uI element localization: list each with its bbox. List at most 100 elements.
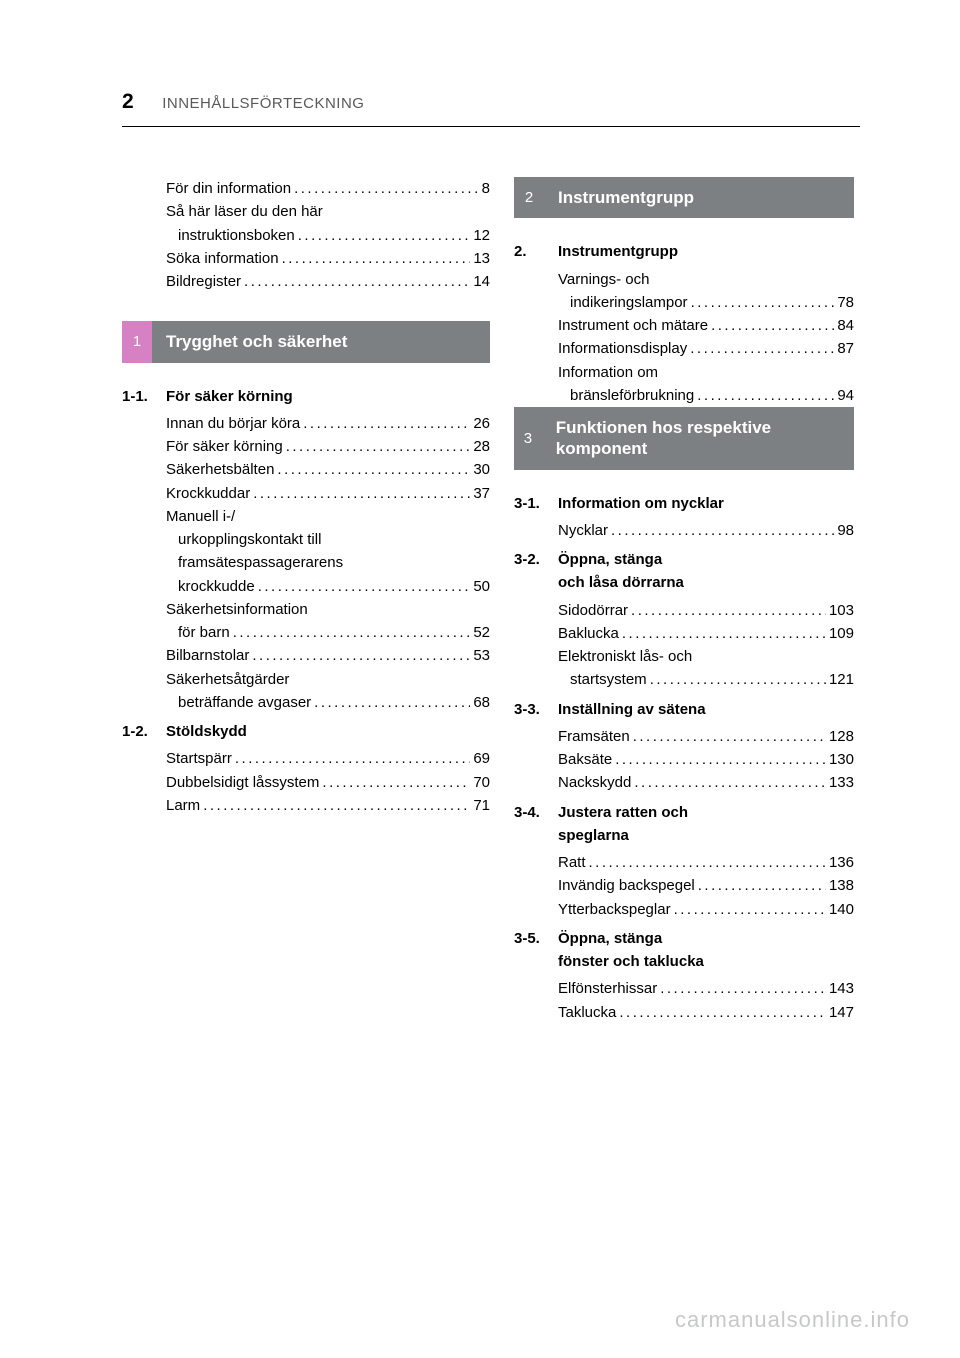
toc-label: Nycklar [558,519,608,542]
front-matter: För din information 8Så här läser du den… [122,177,490,293]
toc-page: 138 [829,874,854,897]
toc-entry: För säker körning 28 [166,435,490,458]
toc-page: 147 [829,1001,854,1024]
toc-entry: indikeringslampor 78 [570,291,854,314]
toc-page: 52 [473,621,490,644]
section-items: Startspärr 69Dubbelsidigt låssystem 70La… [122,747,490,817]
section-number: 3-5. [514,927,558,950]
section-number: 3-1. [514,492,558,515]
leader-dots [660,977,826,1000]
leader-dots [303,412,470,435]
section-number: 3-2. [514,548,558,571]
chapter-title: Funktionen hos respektive komponent [542,407,854,470]
chapter-2-container: 2Instrumentgrupp2.InstrumentgruppVarning… [514,177,854,407]
toc-entry: Manuell i-/urkopplingskontakt tillframsä… [166,505,490,598]
leader-dots [698,874,826,897]
section-heading: 1-1.För säker körning [122,385,490,408]
toc-entry: Så här läser du den härinstruktionsboken… [166,200,490,247]
toc-page: 68 [473,691,490,714]
toc-label: Ratt [558,851,586,874]
toc-entry: Startspärr 69 [166,747,490,770]
section-items: Nycklar 98 [514,519,854,542]
section-items: Framsäten 128Baksäte 130Nackskydd 133 [514,725,854,795]
toc-entry: Varnings- och indikeringslampor 78 [558,268,854,315]
toc-page: 121 [829,668,854,691]
toc-label: Sidodörrar [558,599,628,622]
toc-continuation: framsätespassagerarens [166,551,490,574]
section-items: Sidodörrar 103Baklucka 109Elektroniskt l… [514,599,854,692]
toc-label: Bildregister [166,270,241,293]
toc-page: 30 [473,458,490,481]
toc-page: 13 [473,247,490,270]
section-heading: 3-4.Justera ratten ochspeglarna [514,801,854,848]
toc-entry: startsystem 121 [570,668,854,691]
section-title: Instrumentgrupp [558,240,854,263]
leader-dots [691,291,835,314]
toc-entry: Taklucka 147 [558,1001,854,1024]
chapter-1-container: 1Trygghet och säkerhet 1-1.För säker körn… [122,321,490,817]
leader-dots [286,435,471,458]
toc-entry: Söka information 13 [166,247,490,270]
toc-page: 69 [473,747,490,770]
chapter-tab: 2 [514,177,544,218]
columns: För din information 8Så här läser du den… [0,127,960,1024]
toc-entry: För din information 8 [166,177,490,200]
leader-dots [711,314,834,337]
toc-page: 8 [482,177,490,200]
section-title: Justera ratten ochspeglarna [558,801,854,848]
section-number: 3-4. [514,801,558,824]
leader-dots [589,851,826,874]
toc-page: 12 [473,224,490,247]
toc-page: 50 [473,575,490,598]
leader-dots [650,668,826,691]
page: 2 INNEHÅLLSFÖRTECKNING För din informati… [0,0,960,1024]
section-title: Information om nycklar [558,492,854,515]
toc-entry: Elektroniskt lås- ochstartsystem 121 [558,645,854,692]
leader-dots [258,575,471,598]
toc-continuation: instruktionsboken 12 [166,224,490,247]
toc-entry: Baksäte 130 [558,748,854,771]
section-items: Innan du börjar köra 26För säker körning… [122,412,490,714]
toc-page: 103 [829,599,854,622]
leader-dots [252,644,470,667]
section-heading: 3-3.Inställning av sätena [514,698,854,721]
chapter-banner: 1Trygghet och säkerhet [122,321,490,362]
toc-entry: Larm 71 [166,794,490,817]
toc-entry: Nycklar 98 [558,519,854,542]
toc-label: Varnings- och [558,271,649,288]
toc-entry: Säkerhetsbälten 30 [166,458,490,481]
toc-entry: Baklucka 109 [558,622,854,645]
toc-entry: Bildregister 14 [166,270,490,293]
leader-dots [633,725,826,748]
watermark: carmanualsonline.info [675,1307,910,1333]
section-title: Öppna, stängaoch låsa dörrarna [558,548,854,595]
section-title: Öppna, stängafönster och taklucka [558,927,854,974]
toc-label: bränsleförbrukning [570,384,694,407]
toc-label: Bilbarnstolar [166,644,249,667]
toc-page: 128 [829,725,854,748]
toc-label: Söka information [166,247,279,270]
toc-entry: Informationsdisplay 87 [558,337,854,360]
toc-entry: Invändig backspegel 138 [558,874,854,897]
section-heading: 3-1.Information om nycklar [514,492,854,515]
header-label: INNEHÅLLSFÖRTECKNING [162,95,364,112]
toc-page: 37 [473,482,490,505]
leader-dots [244,270,470,293]
toc-entry: bränsleförbrukning 94 [570,384,854,407]
toc-entry: Framsäten 128 [558,725,854,748]
section-title: För säker körning [166,385,490,408]
toc-label: Dubbelsidigt låssystem [166,771,319,794]
leader-dots [619,1001,826,1024]
toc-page: 26 [473,412,490,435]
toc-page: 143 [829,977,854,1000]
section-number: 2. [514,240,558,263]
toc-label: Manuell i-/ [166,508,235,525]
toc-entry: Säkerhetsinformationför barn 52 [166,598,490,645]
toc-continuation: beträffande avgaser 68 [166,691,490,714]
section-heading: 3-5.Öppna, stängafönster och taklucka [514,927,854,974]
chapter-banner: 3Funktionen hos respektive komponent [514,407,854,470]
toc-label: startsystem [570,668,647,691]
toc-page: 98 [837,519,854,542]
toc-entry: Bilbarnstolar 53 [166,644,490,667]
leader-dots [674,898,826,921]
